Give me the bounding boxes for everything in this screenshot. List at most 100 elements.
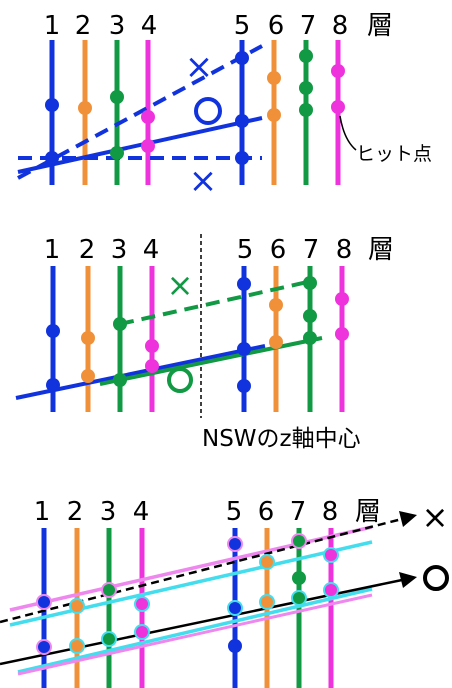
p3-reject-mark: × xyxy=(422,498,449,536)
p1-hit-point-label: ヒット点 xyxy=(356,143,432,165)
p3-hit xyxy=(292,571,306,585)
p2-hit xyxy=(303,309,317,323)
p3-hit xyxy=(227,600,243,616)
p2-layer-label-7: 7 xyxy=(303,235,320,265)
p1-hit xyxy=(267,71,281,85)
p3-hit xyxy=(101,631,117,647)
p3-hit xyxy=(323,547,339,563)
p3-fit-line-pink xyxy=(9,525,373,612)
p3-layer-label-1: 1 xyxy=(34,497,51,527)
p1-layer-word: 層 xyxy=(367,11,393,41)
p1-hit xyxy=(331,64,345,78)
p1-layer-label-6: 6 xyxy=(268,11,285,41)
p2-hit xyxy=(303,276,317,290)
p1-hit xyxy=(299,49,313,63)
p1-hit xyxy=(235,151,249,165)
p2-hit xyxy=(237,342,251,356)
p3-layer-label-8: 8 xyxy=(322,497,339,527)
p2-hit xyxy=(237,277,251,291)
p2-layer-label-1: 1 xyxy=(44,235,61,265)
p3-hit xyxy=(69,598,85,614)
p3-layer-label-3: 3 xyxy=(100,497,117,527)
p3-hit xyxy=(227,536,243,552)
p3-hit xyxy=(36,639,52,655)
p1-layer-label-5: 5 xyxy=(234,11,251,41)
p1-layer-label-8: 8 xyxy=(332,11,349,41)
p3-arrow-solid-accept xyxy=(0,578,403,666)
p3-hit xyxy=(291,590,307,606)
p2-hit xyxy=(46,324,60,338)
p1-hit xyxy=(110,146,124,160)
p2-hit xyxy=(145,359,159,373)
p3-fit-line-cyan-lower xyxy=(17,587,373,674)
p3-fit-line-cyan-upper xyxy=(9,540,373,627)
p2-hit xyxy=(335,327,349,341)
p3-hit xyxy=(101,582,117,598)
p1-hit xyxy=(141,110,155,124)
p2-layer-label-5: 5 xyxy=(237,235,254,265)
p2-hit xyxy=(46,378,60,392)
p2-track-green xyxy=(99,336,323,386)
p3-layer-label-6: 6 xyxy=(258,497,275,527)
p2-hit xyxy=(81,331,95,345)
p3-hit xyxy=(36,594,52,610)
panel-3: 1 2 3 4 5 6 7 8 層 × xyxy=(0,497,449,688)
p2-layer-label-2: 2 xyxy=(79,235,96,265)
p1-track-solid xyxy=(17,116,263,174)
p2-track-dashed-green xyxy=(119,279,313,326)
p1-hit xyxy=(110,90,124,104)
p2-layer-word: 層 xyxy=(368,235,394,265)
p1-layer-label-1: 1 xyxy=(44,11,61,41)
p3-arrow-head-accept xyxy=(399,572,417,588)
p1-hit xyxy=(299,81,313,95)
p1-hit xyxy=(267,108,281,122)
p1-hit xyxy=(331,100,345,114)
p1-layer-label-4: 4 xyxy=(141,11,158,41)
p2-layer-label-4: 4 xyxy=(143,235,160,265)
p1-layer-label-3: 3 xyxy=(109,11,126,41)
p3-layer-label-2: 2 xyxy=(67,497,84,527)
p2-hit xyxy=(269,298,283,312)
p3-hit xyxy=(259,554,275,570)
p2-hit xyxy=(113,317,127,331)
p3-layer-label-7: 7 xyxy=(290,497,307,527)
panel-1: 1 2 3 4 5 6 7 8 層 xyxy=(17,11,432,201)
p2-layer-label-6: 6 xyxy=(270,235,287,265)
p3-hit xyxy=(323,582,339,598)
p1-reject-mark-upper: × xyxy=(185,47,214,87)
p1-hit xyxy=(299,103,313,117)
p3-hit xyxy=(69,638,85,654)
p1-accept-mark xyxy=(194,97,222,125)
p3-accept-mark xyxy=(423,565,449,591)
p2-hit xyxy=(335,292,349,306)
p3-layer-word: 層 xyxy=(355,497,381,527)
p3-hit xyxy=(291,533,307,549)
panel-2: 1 2 3 4 5 6 7 8 層 xyxy=(15,234,394,452)
p2-layer-label-3: 3 xyxy=(111,235,128,265)
p2-hit xyxy=(113,373,127,387)
p2-layer-label-8: 8 xyxy=(336,235,353,265)
p2-hit xyxy=(237,379,251,393)
p3-layer-label-5: 5 xyxy=(226,497,243,527)
p1-reject-mark-lower: × xyxy=(189,161,218,201)
p3-fit-line-pink-lower xyxy=(17,593,373,676)
p2-accept-mark xyxy=(167,367,193,393)
p2-hit xyxy=(81,369,95,383)
p3-arrow-dashed-reject xyxy=(0,517,403,624)
p1-hit xyxy=(45,98,59,112)
p2-reject-mark: × xyxy=(167,266,194,304)
p3-hit xyxy=(134,624,150,640)
p1-hit xyxy=(235,51,249,65)
p1-hit xyxy=(78,101,92,115)
p3-arrow-head-reject xyxy=(399,511,417,527)
p3-layer-label-4: 4 xyxy=(133,497,150,527)
p3-hit xyxy=(134,596,150,612)
p3-hit xyxy=(259,594,275,610)
p1-hit xyxy=(45,151,59,165)
p3-hit xyxy=(228,639,242,653)
p2-hit xyxy=(145,339,159,353)
p2-hit xyxy=(269,335,283,349)
p1-layer-label-7: 7 xyxy=(300,11,317,41)
p1-hit xyxy=(141,139,155,153)
